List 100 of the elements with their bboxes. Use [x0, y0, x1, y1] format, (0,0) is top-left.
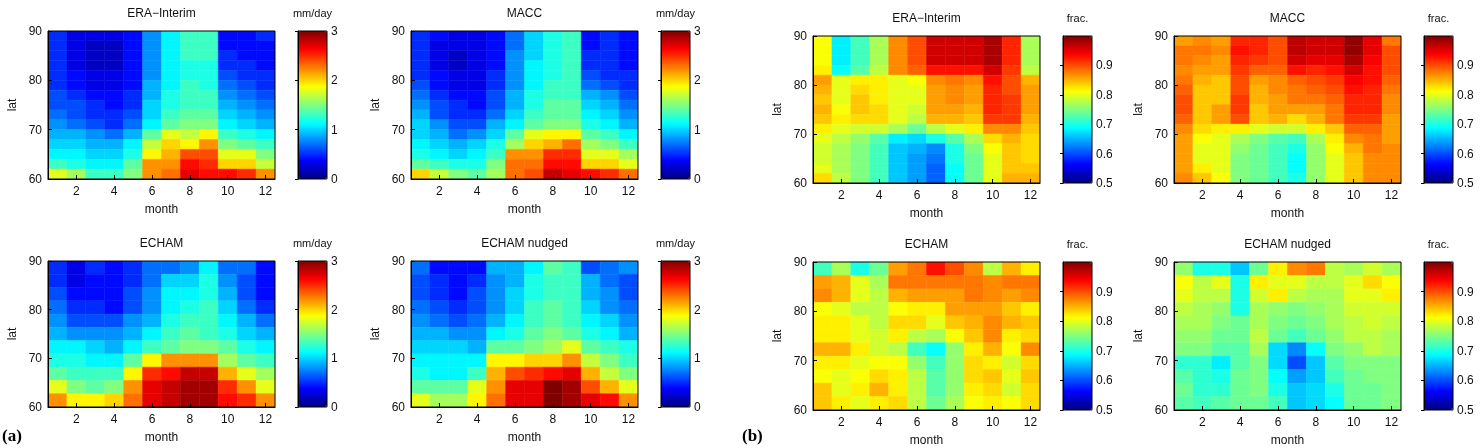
color-bar-label: 3 — [694, 24, 701, 38]
y-tick-label: 70 — [793, 127, 808, 141]
x-tick-label: 4 — [473, 184, 481, 198]
x-tick-label: 6 — [511, 184, 519, 198]
y-tick-label: 70 — [28, 122, 43, 137]
color-bar-label: 0.6 — [1096, 373, 1114, 388]
color-bar-label: 0.9 — [1457, 284, 1475, 299]
x-tick-label: 2 — [436, 412, 444, 426]
color-bar-label: 2 — [331, 302, 338, 317]
x-tick-label: 4 — [473, 412, 481, 426]
color-bar-label: 3 — [694, 254, 701, 268]
y-tick-label: 90 — [28, 254, 43, 268]
color-bar-title: mm/day — [292, 7, 333, 19]
x-tick-label: 12 — [621, 412, 636, 426]
y-axis-title: lat — [367, 327, 382, 341]
y-tick-label: 80 — [793, 78, 808, 92]
x-tick-label: 8 — [951, 188, 959, 202]
y-tick-label: 70 — [28, 351, 43, 366]
y-tick-label: 60 — [391, 400, 406, 414]
x-tick-label: 10 — [221, 412, 235, 426]
y-tick-label: 90 — [391, 24, 406, 38]
color-bar-label: 3 — [331, 24, 338, 38]
y-tick-label: 60 — [793, 403, 808, 417]
y-axis-title: lat — [769, 329, 784, 343]
y-tick-label: 80 — [1154, 78, 1169, 92]
y-tick-label: 90 — [1154, 255, 1169, 269]
color-bar-label: 0.9 — [1457, 58, 1475, 73]
x-tick-label: 10 — [221, 184, 235, 198]
color-bar-label: 2 — [694, 73, 701, 88]
y-tick-label: 80 — [28, 73, 43, 88]
y-tick-label: 80 — [391, 302, 406, 317]
color-bar-label: 0.7 — [1096, 343, 1114, 358]
x-tick-label: 2 — [73, 184, 81, 198]
color-bar-label: 0.5 — [1096, 403, 1114, 417]
text: (a) — [2, 426, 22, 445]
x-tick-label: 4 — [875, 415, 883, 429]
y-axis-title: lat — [367, 98, 382, 112]
color-bar-title: frac. — [1427, 238, 1450, 250]
x-tick-label: 10 — [1347, 415, 1361, 429]
x-tick-label: 8 — [1312, 188, 1320, 202]
x-tick-label: 12 — [1384, 188, 1399, 202]
x-tick-label: 2 — [1199, 188, 1207, 202]
color-bar-label: 1 — [694, 122, 701, 137]
x-axis-title: month — [507, 202, 542, 216]
x-tick-label: 2 — [838, 415, 846, 429]
y-tick-label: 60 — [391, 172, 406, 186]
x-tick-label: 10 — [986, 188, 1000, 202]
color-bar-label: 0.5 — [1457, 176, 1475, 190]
color-bar-label: 0.7 — [1457, 117, 1475, 132]
color-bar-label: 0.6 — [1457, 146, 1475, 161]
x-tick-label: 10 — [584, 184, 598, 198]
color-bar-label: 0 — [331, 400, 338, 414]
x-tick-label: 8 — [1312, 415, 1320, 429]
x-tick-label: 10 — [584, 412, 598, 426]
color-bar-label: 2 — [694, 302, 701, 317]
x-tick-label: 6 — [913, 415, 921, 429]
y-tick-label: 80 — [28, 302, 43, 317]
x-tick-label: 6 — [148, 184, 156, 198]
chart-title: ERA−Interim — [892, 11, 961, 25]
color-bar-title: mm/day — [292, 237, 333, 249]
x-tick-label: 8 — [186, 184, 194, 198]
color-bar-label: 1 — [694, 351, 701, 366]
x-tick-label: 2 — [838, 188, 846, 202]
x-tick-label: 2 — [1199, 415, 1207, 429]
x-tick-label: 4 — [110, 412, 118, 426]
x-tick-label: 8 — [951, 415, 959, 429]
color-bar-label: 1 — [331, 351, 338, 366]
y-tick-label: 80 — [391, 73, 406, 88]
x-tick-label: 12 — [258, 412, 273, 426]
chart-title: MACC — [506, 6, 543, 20]
color-bar-title: frac. — [1066, 238, 1089, 250]
y-tick-label: 80 — [793, 304, 808, 319]
x-tick-label: 4 — [1236, 188, 1244, 202]
x-tick-label: 12 — [621, 184, 636, 198]
x-tick-label: 6 — [1274, 415, 1282, 429]
x-tick-label: 8 — [549, 412, 557, 426]
x-axis-title: month — [909, 206, 944, 220]
x-axis-title: month — [1270, 206, 1305, 220]
x-tick-label: 10 — [986, 415, 1000, 429]
color-bar-label: 0.7 — [1457, 343, 1475, 358]
y-tick-label: 70 — [391, 122, 406, 137]
color-bar-label: 0.9 — [1096, 58, 1114, 73]
color-bar-title: mm/day — [655, 7, 696, 19]
color-bar-label: 0.8 — [1457, 87, 1475, 102]
y-axis-title: lat — [1130, 329, 1145, 343]
color-bar-label: 0 — [331, 172, 338, 186]
x-tick-label: 2 — [73, 412, 81, 426]
chart-title: ECHAM — [904, 237, 949, 251]
y-axis-title: lat — [4, 98, 19, 112]
y-axis-title: lat — [769, 102, 784, 116]
x-tick-label: 4 — [110, 184, 118, 198]
color-bar-title: mm/day — [655, 237, 696, 249]
color-bar-label: 1 — [331, 122, 338, 137]
color-bar-label: 0.9 — [1096, 284, 1114, 299]
color-bar-title: frac. — [1066, 12, 1089, 24]
x-axis-title: month — [507, 430, 542, 444]
x-tick-label: 8 — [549, 184, 557, 198]
y-tick-label: 70 — [1154, 127, 1169, 141]
color-bar-label: 0.8 — [1096, 314, 1114, 329]
y-tick-label: 70 — [391, 351, 406, 366]
